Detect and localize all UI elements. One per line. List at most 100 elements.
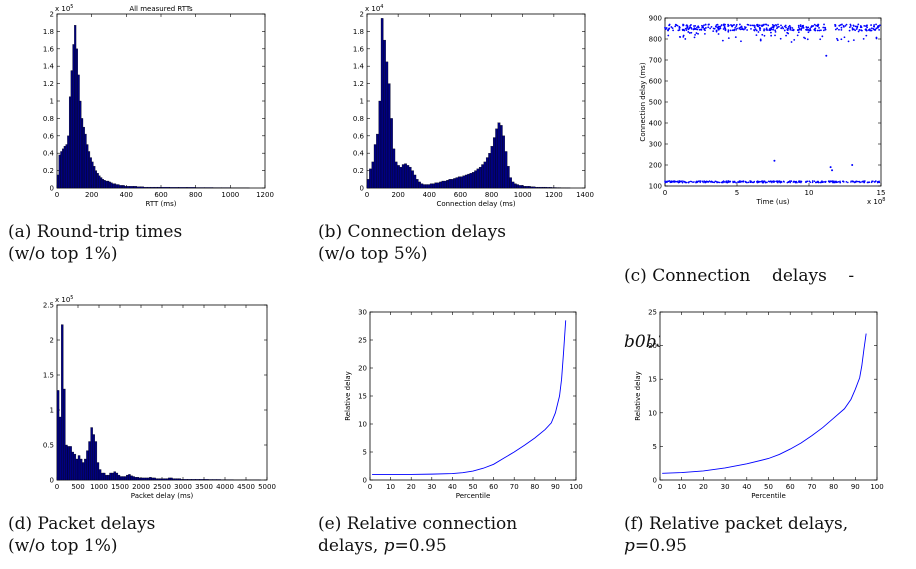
scatter-point (735, 25, 738, 28)
histogram-bar (92, 434, 95, 481)
scatter-point (717, 25, 720, 28)
scatter-point (740, 40, 742, 43)
scatter-point (727, 25, 730, 28)
scatter-point (797, 26, 800, 29)
scatter-outlier-point (829, 166, 832, 169)
histogram-bar (91, 161, 94, 189)
histogram-bar (168, 477, 171, 481)
histogram-bar (74, 25, 77, 189)
scatter-point (800, 180, 802, 183)
scatter-point (858, 29, 861, 31)
histogram-bar (132, 476, 135, 481)
plot-area (664, 17, 882, 187)
histogram-bar (511, 181, 515, 189)
histogram-bar (170, 477, 173, 481)
histogram-bar (142, 477, 146, 481)
plot-area (369, 311, 577, 481)
y-tick-label: 500 (649, 99, 662, 107)
series-line (662, 333, 867, 474)
y-tick-label: 0 (50, 477, 54, 485)
scatter-point (731, 29, 734, 32)
scatter-point (791, 29, 794, 32)
y-tick-label: 1.6 (43, 45, 55, 53)
scatter-point (713, 181, 716, 184)
histogram-bar (371, 161, 375, 189)
histogram-bar (504, 151, 508, 189)
scatter-point (779, 37, 782, 40)
x-tick-label: 0 (365, 191, 369, 199)
histogram-bar (492, 137, 496, 189)
caption-b-line2: (w/o top 5%) (318, 244, 428, 264)
scatter-point (734, 36, 737, 39)
scatter-point (876, 181, 879, 184)
x-tick-label: 0 (55, 483, 59, 491)
scatter-point (687, 181, 690, 184)
scatter-point (703, 181, 705, 184)
scatter-point (667, 34, 670, 37)
histogram-bar (75, 458, 79, 481)
scatter-point (798, 181, 801, 183)
x-tick-label: 15 (877, 189, 886, 197)
scatter-point (821, 35, 824, 38)
scatter-point (712, 181, 714, 183)
scatter-point (722, 180, 725, 182)
histogram-bar (105, 180, 108, 189)
packet-delay-histogram-chart: 0 500 1000 1500 2000 2500 3000 3500 4000 4500 5000… (43, 295, 276, 500)
y-tick-label: 0 (360, 185, 364, 193)
x-axis-label: Time (us) (756, 198, 790, 206)
scatter-point (695, 180, 698, 183)
histogram-bar (537, 186, 540, 189)
scatter-point (717, 27, 720, 29)
histogram-bar (56, 390, 60, 481)
scatter-point (735, 28, 737, 31)
histogram-bar (172, 478, 175, 481)
scatter-point (845, 23, 848, 26)
scatter-point (834, 28, 837, 31)
histogram-bar (151, 477, 154, 481)
histogram-bar (126, 474, 129, 481)
y-tick-label: 2 (50, 11, 54, 19)
scatter-point (768, 29, 771, 32)
y-tick-label: 2 (50, 337, 54, 345)
histogram-bar (98, 175, 101, 189)
histogram-bar (404, 163, 407, 189)
scatter-point (738, 181, 740, 183)
scatter-point (742, 180, 745, 182)
x-axis-label: Percentile (751, 492, 786, 500)
scatter-point (769, 180, 771, 183)
scatter-point (686, 26, 689, 29)
histogram-bar (149, 477, 152, 481)
scatter-point (848, 29, 851, 32)
scatter-point (670, 180, 673, 182)
chart-panel-a: 0 200 400 600 800 1000 1200 0 0.2 0.4 0.6 0.8 1 1.2 1.… (0, 0, 280, 208)
histogram-bar (378, 100, 382, 189)
scatter-point (871, 180, 873, 183)
histogram-bar (483, 161, 487, 189)
scatter-point (863, 180, 865, 182)
caption-f-line2: p=0.95 (624, 536, 687, 556)
scatter-point (682, 24, 684, 27)
histogram-bar (406, 165, 410, 189)
scatter-point (796, 181, 798, 184)
histogram-bar (425, 184, 428, 189)
histogram-bar (471, 172, 475, 189)
scatter-point (809, 29, 812, 32)
y-tick-label: 0.2 (43, 167, 54, 175)
scatter-point (852, 39, 855, 42)
scatter-point (868, 181, 871, 183)
x-axis-label: Packet delay (ms) (131, 492, 194, 500)
histogram-bar (89, 157, 92, 189)
scatter-point (851, 27, 854, 29)
scatter-point (733, 29, 736, 32)
scatter-point (770, 34, 773, 37)
scatter-point (716, 23, 719, 26)
scatter-point (744, 27, 746, 30)
histogram-bar (69, 446, 72, 481)
x-tick-label: 5000 (258, 483, 276, 491)
scatter-point (774, 30, 777, 33)
histogram-bar (174, 478, 177, 481)
scatter-point (747, 23, 750, 26)
x-tick-label: 5 (735, 189, 739, 197)
scatter-point (870, 24, 872, 26)
histogram-bar (178, 187, 188, 189)
